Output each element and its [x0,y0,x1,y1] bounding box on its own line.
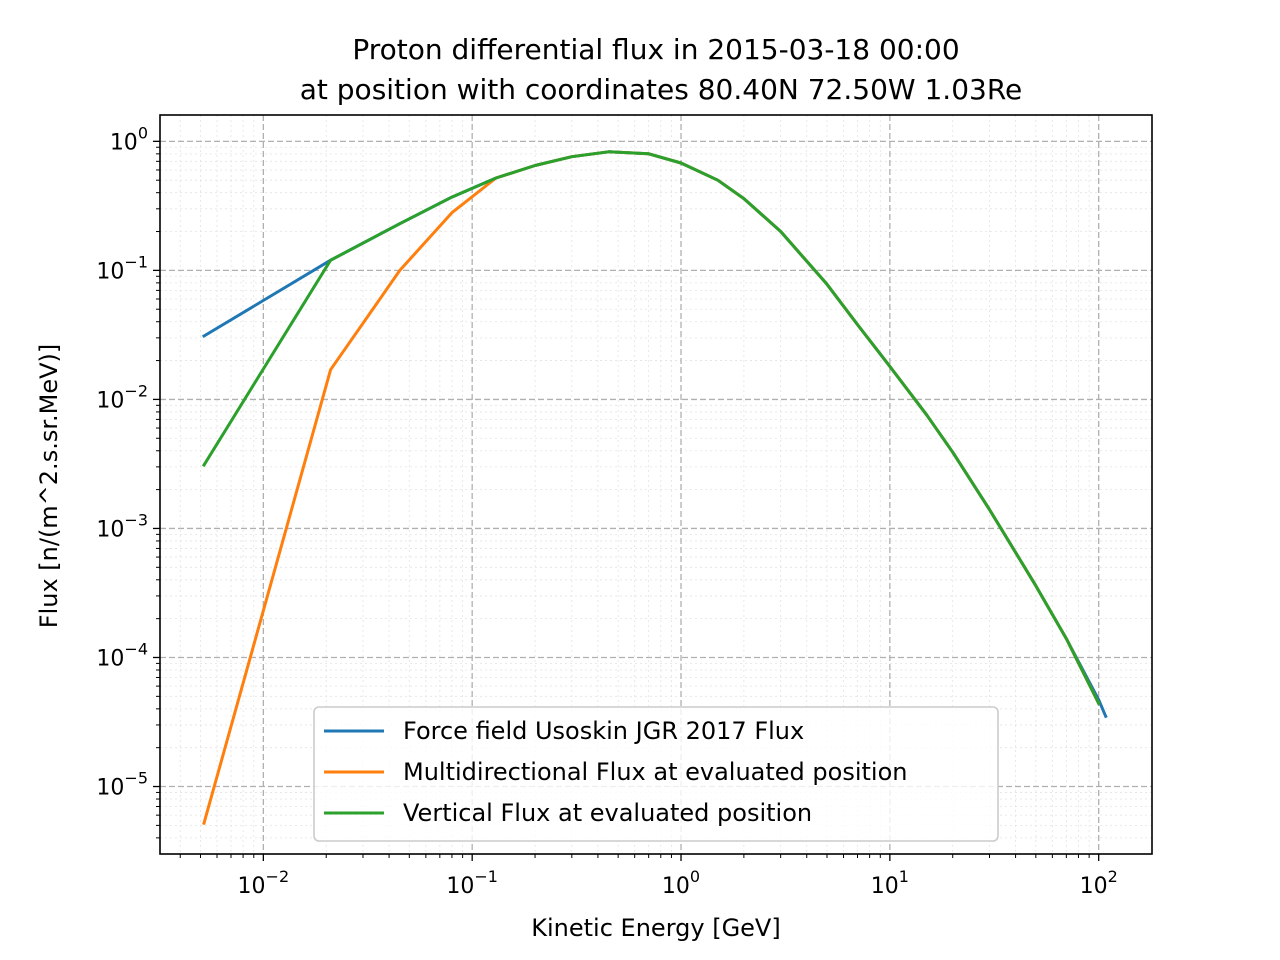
series-vertical-line [201,150,1101,706]
y-tick-label: 10−2 [96,381,148,413]
y-tick-label: 10−1 [96,252,148,284]
y-axis: 10−5 10−4 10−3 10−2 10−1 100 [96,123,160,839]
legend-box [313,706,999,842]
plot-frame [159,114,1153,855]
x-axis: 10−2 10−1 100 101 102 [179,854,1118,899]
y-tick-label: 10−4 [96,639,148,671]
x-tick-label: 101 [871,867,909,899]
legend-label-multidirectional: Multidirectional Flux at evaluated posit… [403,758,907,786]
legend-label-force-field: Force field Usoskin JGR 2017 Flux [403,717,804,745]
legend-label-vertical: Vertical Flux at evaluated position [403,799,812,827]
x-tick-label: 10−2 [238,867,290,899]
x-axis-label: Kinetic Energy [GeV] [531,914,780,942]
legend: Force field Usoskin JGR 2017 Flux Multid… [313,706,999,842]
chart-title-line-2: at position with coordinates 80.40N 72.5… [300,73,1023,106]
y-tick-label: 10−3 [96,510,148,542]
chart-title-line-1: Proton differential flux in 2015-03-18 0… [352,33,959,66]
x-tick-label: 100 [662,867,700,899]
y-axis-label: Flux [n/(m^2.s.sr.MeV)] [35,344,63,628]
series-layer [201,150,1108,826]
y-tick-label: 100 [110,123,148,155]
y-tick-label: 10−5 [96,769,148,801]
x-tick-label: 10−1 [446,867,498,899]
x-tick-label: 102 [1080,867,1118,899]
